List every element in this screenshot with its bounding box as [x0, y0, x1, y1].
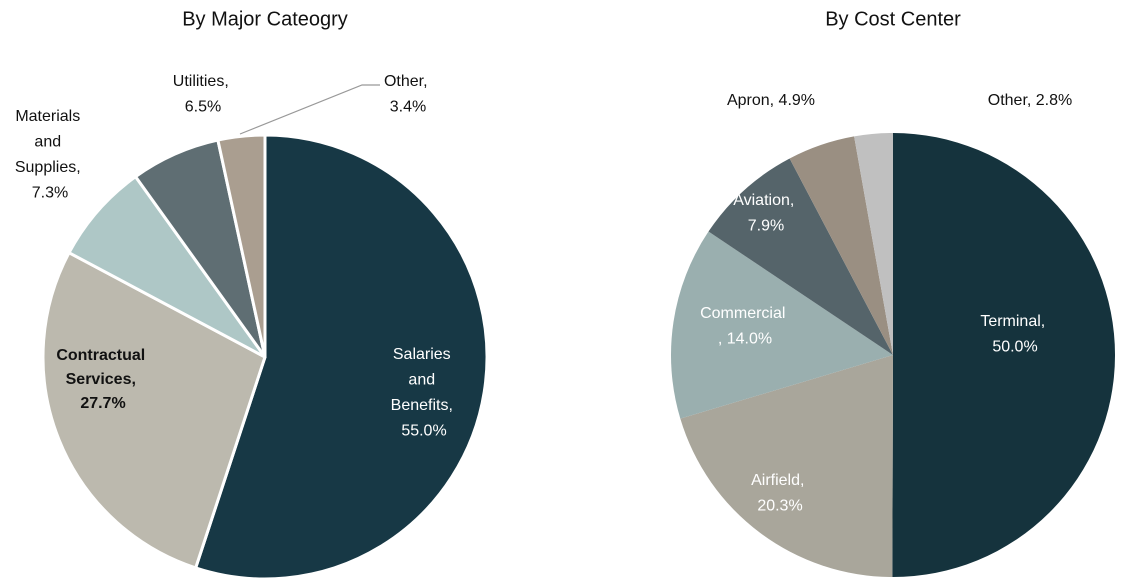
- label-line: Materials: [15, 108, 84, 125]
- pie-slice: [892, 133, 1116, 578]
- label-line: and: [408, 372, 439, 389]
- label-line: Supplies,: [15, 159, 85, 176]
- label-line: Commercial: [700, 305, 790, 322]
- data-label: Airfield, 20.3%: [751, 472, 809, 515]
- label-line: Aviation,: [733, 192, 799, 209]
- label-line: 50.0%: [992, 339, 1037, 356]
- label-line: 7.9%: [748, 218, 784, 235]
- data-label: Aviation, 7.9%: [733, 192, 799, 235]
- data-label: Materials and Supplies, 7.3%: [15, 108, 85, 202]
- label-line: and: [34, 134, 65, 151]
- label-line: Apron, 4.9%: [727, 92, 815, 109]
- label-line: Contractual: [56, 347, 149, 364]
- pie-slice: [216, 133, 267, 359]
- label-line: 6.5%: [185, 99, 221, 116]
- label-line: Benefits,: [391, 397, 458, 414]
- data-label: Terminal, 50.0%: [980, 313, 1049, 356]
- data-label: Other, 3.4%: [384, 73, 432, 116]
- label-line: Other, 2.8%: [988, 92, 1073, 109]
- label-line: Airfield,: [751, 472, 809, 489]
- label-line: 27.7%: [80, 395, 125, 412]
- label-line: Salaries: [393, 346, 455, 363]
- leader-line: [239, 84, 380, 135]
- pie-slice: [680, 355, 893, 577]
- chart-title: By Cost Center: [825, 8, 961, 30]
- chart-title: By Major Cateogry: [182, 8, 348, 30]
- label-line: Terminal,: [980, 313, 1049, 330]
- pie-slice: [671, 231, 893, 419]
- data-label: Salaries and Benefits, 55.0%: [391, 346, 458, 440]
- label-line: 3.4%: [390, 99, 426, 116]
- pie-slice: [854, 133, 893, 355]
- pie-slice: [41, 251, 267, 570]
- pie-slice: [708, 158, 893, 355]
- label-line: Utilities,: [173, 73, 233, 90]
- data-label: Contractual Services, 27.7%: [56, 347, 149, 412]
- label-line: 7.3%: [32, 185, 68, 202]
- data-label: Apron, 4.9%: [727, 92, 815, 109]
- pie-slice: [67, 175, 267, 359]
- data-label: Commercial , 14.0%: [700, 305, 790, 348]
- data-label: Other, 2.8%: [988, 92, 1073, 109]
- label-line: 20.3%: [757, 498, 802, 515]
- data-label: Utilities, 6.5%: [173, 73, 233, 116]
- label-line: Other,: [384, 73, 432, 90]
- label-line: , 14.0%: [718, 331, 772, 348]
- pie-slice: [194, 133, 489, 580]
- label-line: Services,: [66, 371, 141, 388]
- label-line: 55.0%: [401, 423, 446, 440]
- pie-slice: [789, 136, 893, 355]
